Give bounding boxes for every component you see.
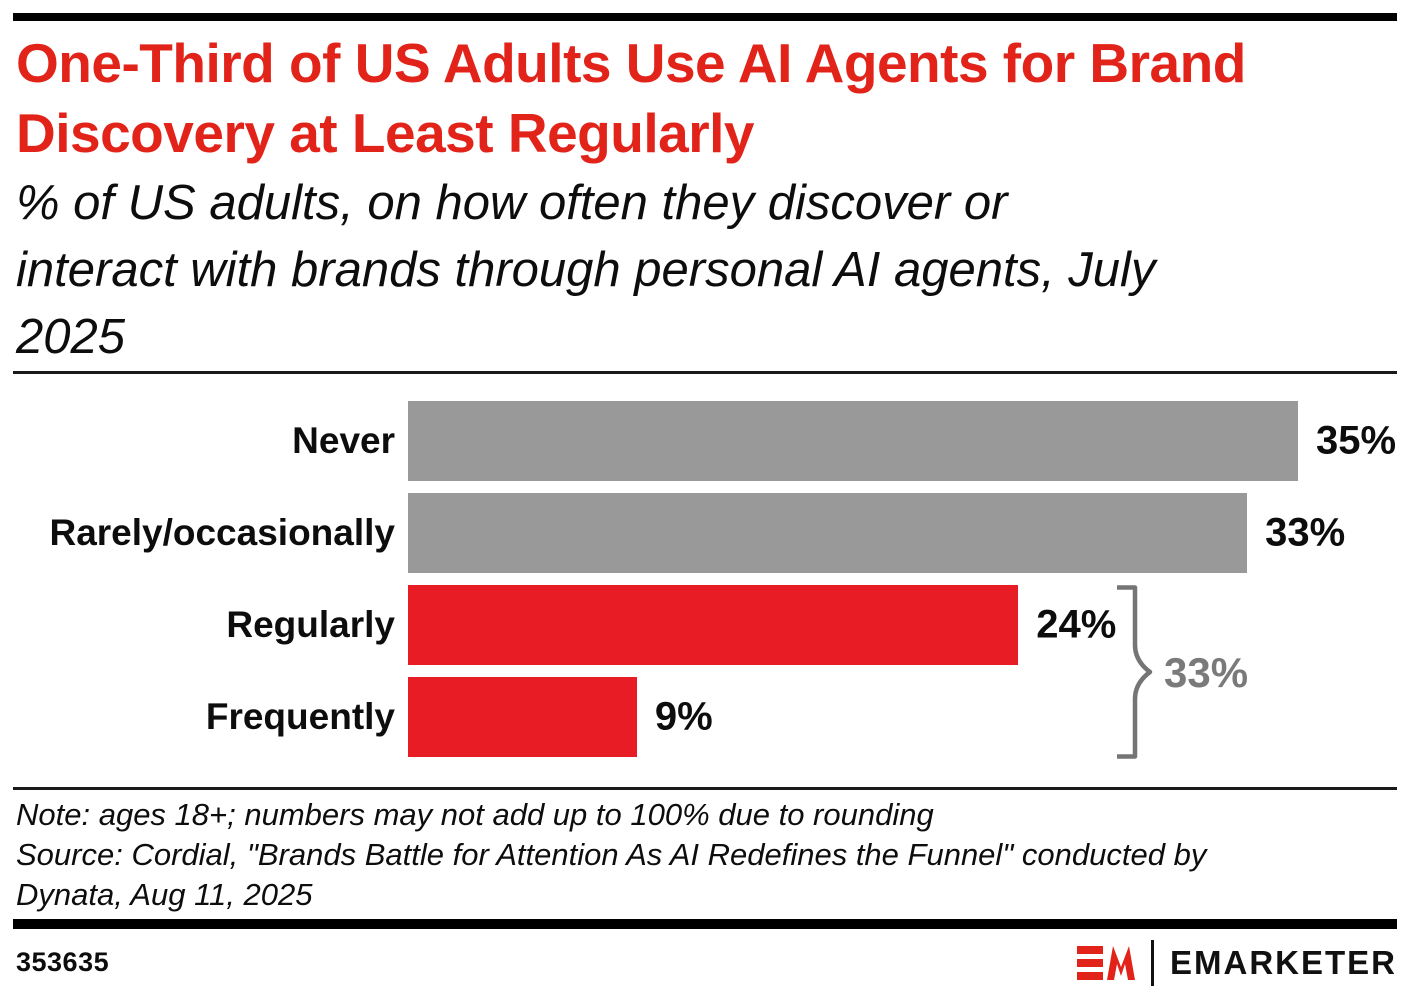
- note-text: Note: ages 18+; numbers may not add up t…: [16, 797, 934, 832]
- emarketer-logo: EMARKETER: [1076, 938, 1397, 988]
- bar-row-frequently: Frequently 9%: [0, 677, 1410, 757]
- category-label: Regularly: [226, 604, 395, 645]
- bar-row-rarely-occasionally: Rarely/occasionally 33%: [0, 493, 1410, 573]
- source-text-line: Dynata, Aug 11, 2025: [16, 877, 313, 912]
- bar-track: 24%: [408, 585, 1298, 665]
- bar-track: 35%: [408, 401, 1396, 481]
- chart-id: 353635: [16, 947, 110, 977]
- chart-subtitle-line: interact with brands through personal AI…: [16, 243, 1156, 297]
- category-label: Rarely/occasionally: [49, 512, 395, 553]
- source-text-line: Source: Cordial, "Brands Battle for Atte…: [16, 837, 1207, 872]
- footnote: Note: ages 18+; numbers may not add up t…: [16, 795, 1396, 915]
- bar-chart: Never 35% Rarely/occasionally 33% Regula…: [0, 401, 1410, 761]
- bar-rows: Never 35% Rarely/occasionally 33% Regula…: [0, 401, 1410, 757]
- chart-subtitle-line: % of US adults, on how often they discov…: [16, 176, 1008, 230]
- chart-title-line: One-Third of US Adults Use AI Agents for…: [16, 32, 1246, 94]
- emarketer-logo-icon: [1076, 945, 1135, 980]
- value-label: 24%: [1036, 602, 1117, 647]
- bar-row-never: Never 35%: [0, 401, 1410, 481]
- bar-regularly: [408, 585, 1019, 665]
- header-divider: [13, 371, 1397, 374]
- category-label: Never: [292, 420, 395, 461]
- bar-never: [408, 401, 1298, 481]
- category-label: Frequently: [205, 696, 395, 737]
- group-annotation-label: 33%: [1164, 649, 1249, 696]
- chart-subtitle: % of US adults, on how often they discov…: [16, 170, 1396, 371]
- value-label: 33%: [1265, 510, 1346, 555]
- value-label: 35%: [1316, 418, 1397, 463]
- chart-title-line: Discovery at Least Regularly: [16, 102, 755, 164]
- value-label: 9%: [654, 694, 713, 739]
- emarketer-wordmark: EMARKETER: [1169, 944, 1397, 981]
- bottom-rule: [13, 919, 1397, 929]
- top-rule: [13, 13, 1397, 21]
- footnote-divider: [13, 787, 1397, 790]
- bar-track: 9%: [408, 677, 1298, 757]
- group-brace: [1117, 585, 1153, 759]
- bar-track: 33%: [408, 493, 1345, 573]
- chart-subtitle-line: 2025: [16, 310, 126, 364]
- logo-divider: [1150, 940, 1154, 986]
- bar-row-regularly: Regularly 24%: [0, 585, 1410, 665]
- bar-rarely-occasionally: [408, 493, 1248, 573]
- chart-title: One-Third of US Adults Use AI Agents for…: [16, 28, 1396, 168]
- bar-frequently: [408, 677, 637, 757]
